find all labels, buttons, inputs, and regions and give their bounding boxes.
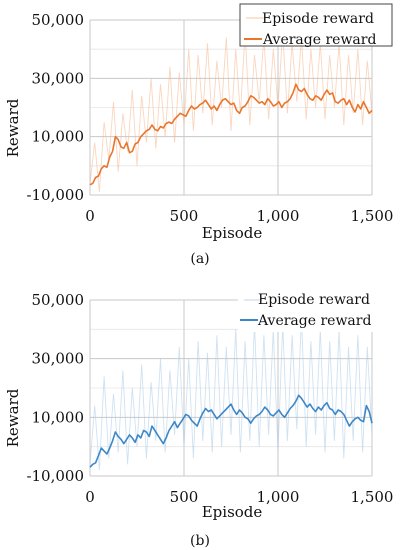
- chart-b-panel-label: (b): [190, 533, 210, 549]
- chart-a-series-noisy: [89, 31, 373, 193]
- chart-a-legend-label-episode: Episode reward: [262, 11, 374, 27]
- chart-b-yticks: -10,000 10,000 30,000 50,000: [26, 291, 84, 485]
- chart-a-ylabel: Reward: [4, 98, 22, 157]
- chart-a-xtick-label: 1,500: [351, 207, 394, 225]
- chart-a-ytick-label: 30,000: [32, 69, 85, 87]
- chart-b-legend-label-episode: Episode reward: [258, 292, 370, 308]
- chart-b-ytick-label: 50,000: [32, 291, 85, 309]
- chart-a: -10,000 10,000 30,000 50,000 0 500 1,000 1,500…: [4, 3, 393, 267]
- chart-a-series-avg: [89, 83, 373, 186]
- chart-b-ytick-label: 30,000: [32, 350, 85, 368]
- chart-a-legend-label-average: Average reward: [262, 32, 376, 48]
- chart-a-series-1-line: [89, 83, 373, 186]
- chart-a-xtick-label: 0: [85, 207, 95, 225]
- chart-a-xtick-label: 1,000: [257, 207, 300, 225]
- chart-b-ytick-label: 10,000: [32, 408, 85, 426]
- chart-a-xticks: 0 500 1,000 1,500: [85, 207, 393, 225]
- chart-b-xlabel: Episode: [202, 503, 263, 521]
- chart-b-ytick-label: -10,000: [26, 467, 84, 485]
- chart-b: -10,000 10,000 30,000 50,000 0 500 1,000 1,500…: [4, 290, 393, 549]
- chart-a-xlabel: Episode: [202, 224, 263, 242]
- chart-a-grid: [89, 19, 373, 196]
- chart-a-ytick-label: 10,000: [32, 128, 85, 146]
- chart-b-legend-label-average: Average reward: [257, 313, 371, 329]
- chart-b-series-noisy: [89, 317, 373, 471]
- chart-a-ytick-label: 50,000: [32, 11, 85, 29]
- chart-b-xtick-label: 0: [85, 488, 95, 506]
- chart-a-xtick-label: 500: [170, 207, 199, 225]
- chart-b-xticks: 0 500 1,000 1,500: [85, 488, 393, 506]
- chart-b-xtick-label: 500: [170, 488, 199, 506]
- chart-a-yticks: -10,000 10,000 30,000 50,000: [26, 11, 84, 204]
- chart-b-series-1-line: [89, 394, 373, 468]
- chart-b-legend-box: [238, 290, 392, 332]
- chart-a-panel-label: (a): [190, 251, 209, 267]
- chart-a-legend-box: [239, 3, 393, 47]
- chart-a-series-0-line: [89, 31, 373, 193]
- chart-b-series-avg: [89, 394, 373, 468]
- chart-a-ytick-label: -10,000: [26, 186, 84, 204]
- chart-b-xtick-label: 1,000: [257, 488, 300, 506]
- chart-b-xtick-label: 1,500: [351, 488, 394, 506]
- chart-b-ylabel: Reward: [4, 388, 22, 447]
- chart-b-series-0-line: [89, 317, 373, 471]
